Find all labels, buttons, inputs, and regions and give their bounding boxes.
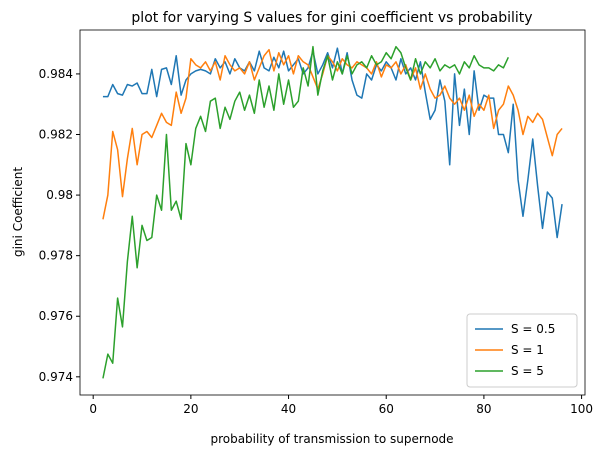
x-tick-label: 100 <box>570 402 593 416</box>
y-tick-label: 0.974 <box>39 370 73 384</box>
y-tick-label: 0.982 <box>39 128 73 142</box>
x-tick-label: 40 <box>281 402 296 416</box>
y-tick-label: 0.978 <box>39 249 73 263</box>
line-series <box>102 48 563 220</box>
y-tick-label: 0.976 <box>39 309 73 323</box>
x-tick-label: 0 <box>89 402 97 416</box>
x-axis-label: probability of transmission to supernode <box>210 432 453 446</box>
y-axis-label: gini Coefficient <box>11 167 25 257</box>
legend-box <box>466 313 578 388</box>
y-tick-label: 0.98 <box>46 188 73 202</box>
legend-label: S = 5 <box>511 364 544 378</box>
line-series <box>102 47 563 239</box>
x-tick-label: 20 <box>183 402 198 416</box>
chart-title: plot for varying S values for gini coeff… <box>131 10 532 26</box>
x-tick-label: 80 <box>476 402 491 416</box>
line-series <box>102 45 510 379</box>
x-tick-label: 60 <box>379 402 394 416</box>
legend-label: S = 1 <box>511 343 544 357</box>
legend-label: S = 0.5 <box>511 322 555 336</box>
plot-frame <box>79 29 586 396</box>
y-tick-label: 0.984 <box>39 67 73 81</box>
